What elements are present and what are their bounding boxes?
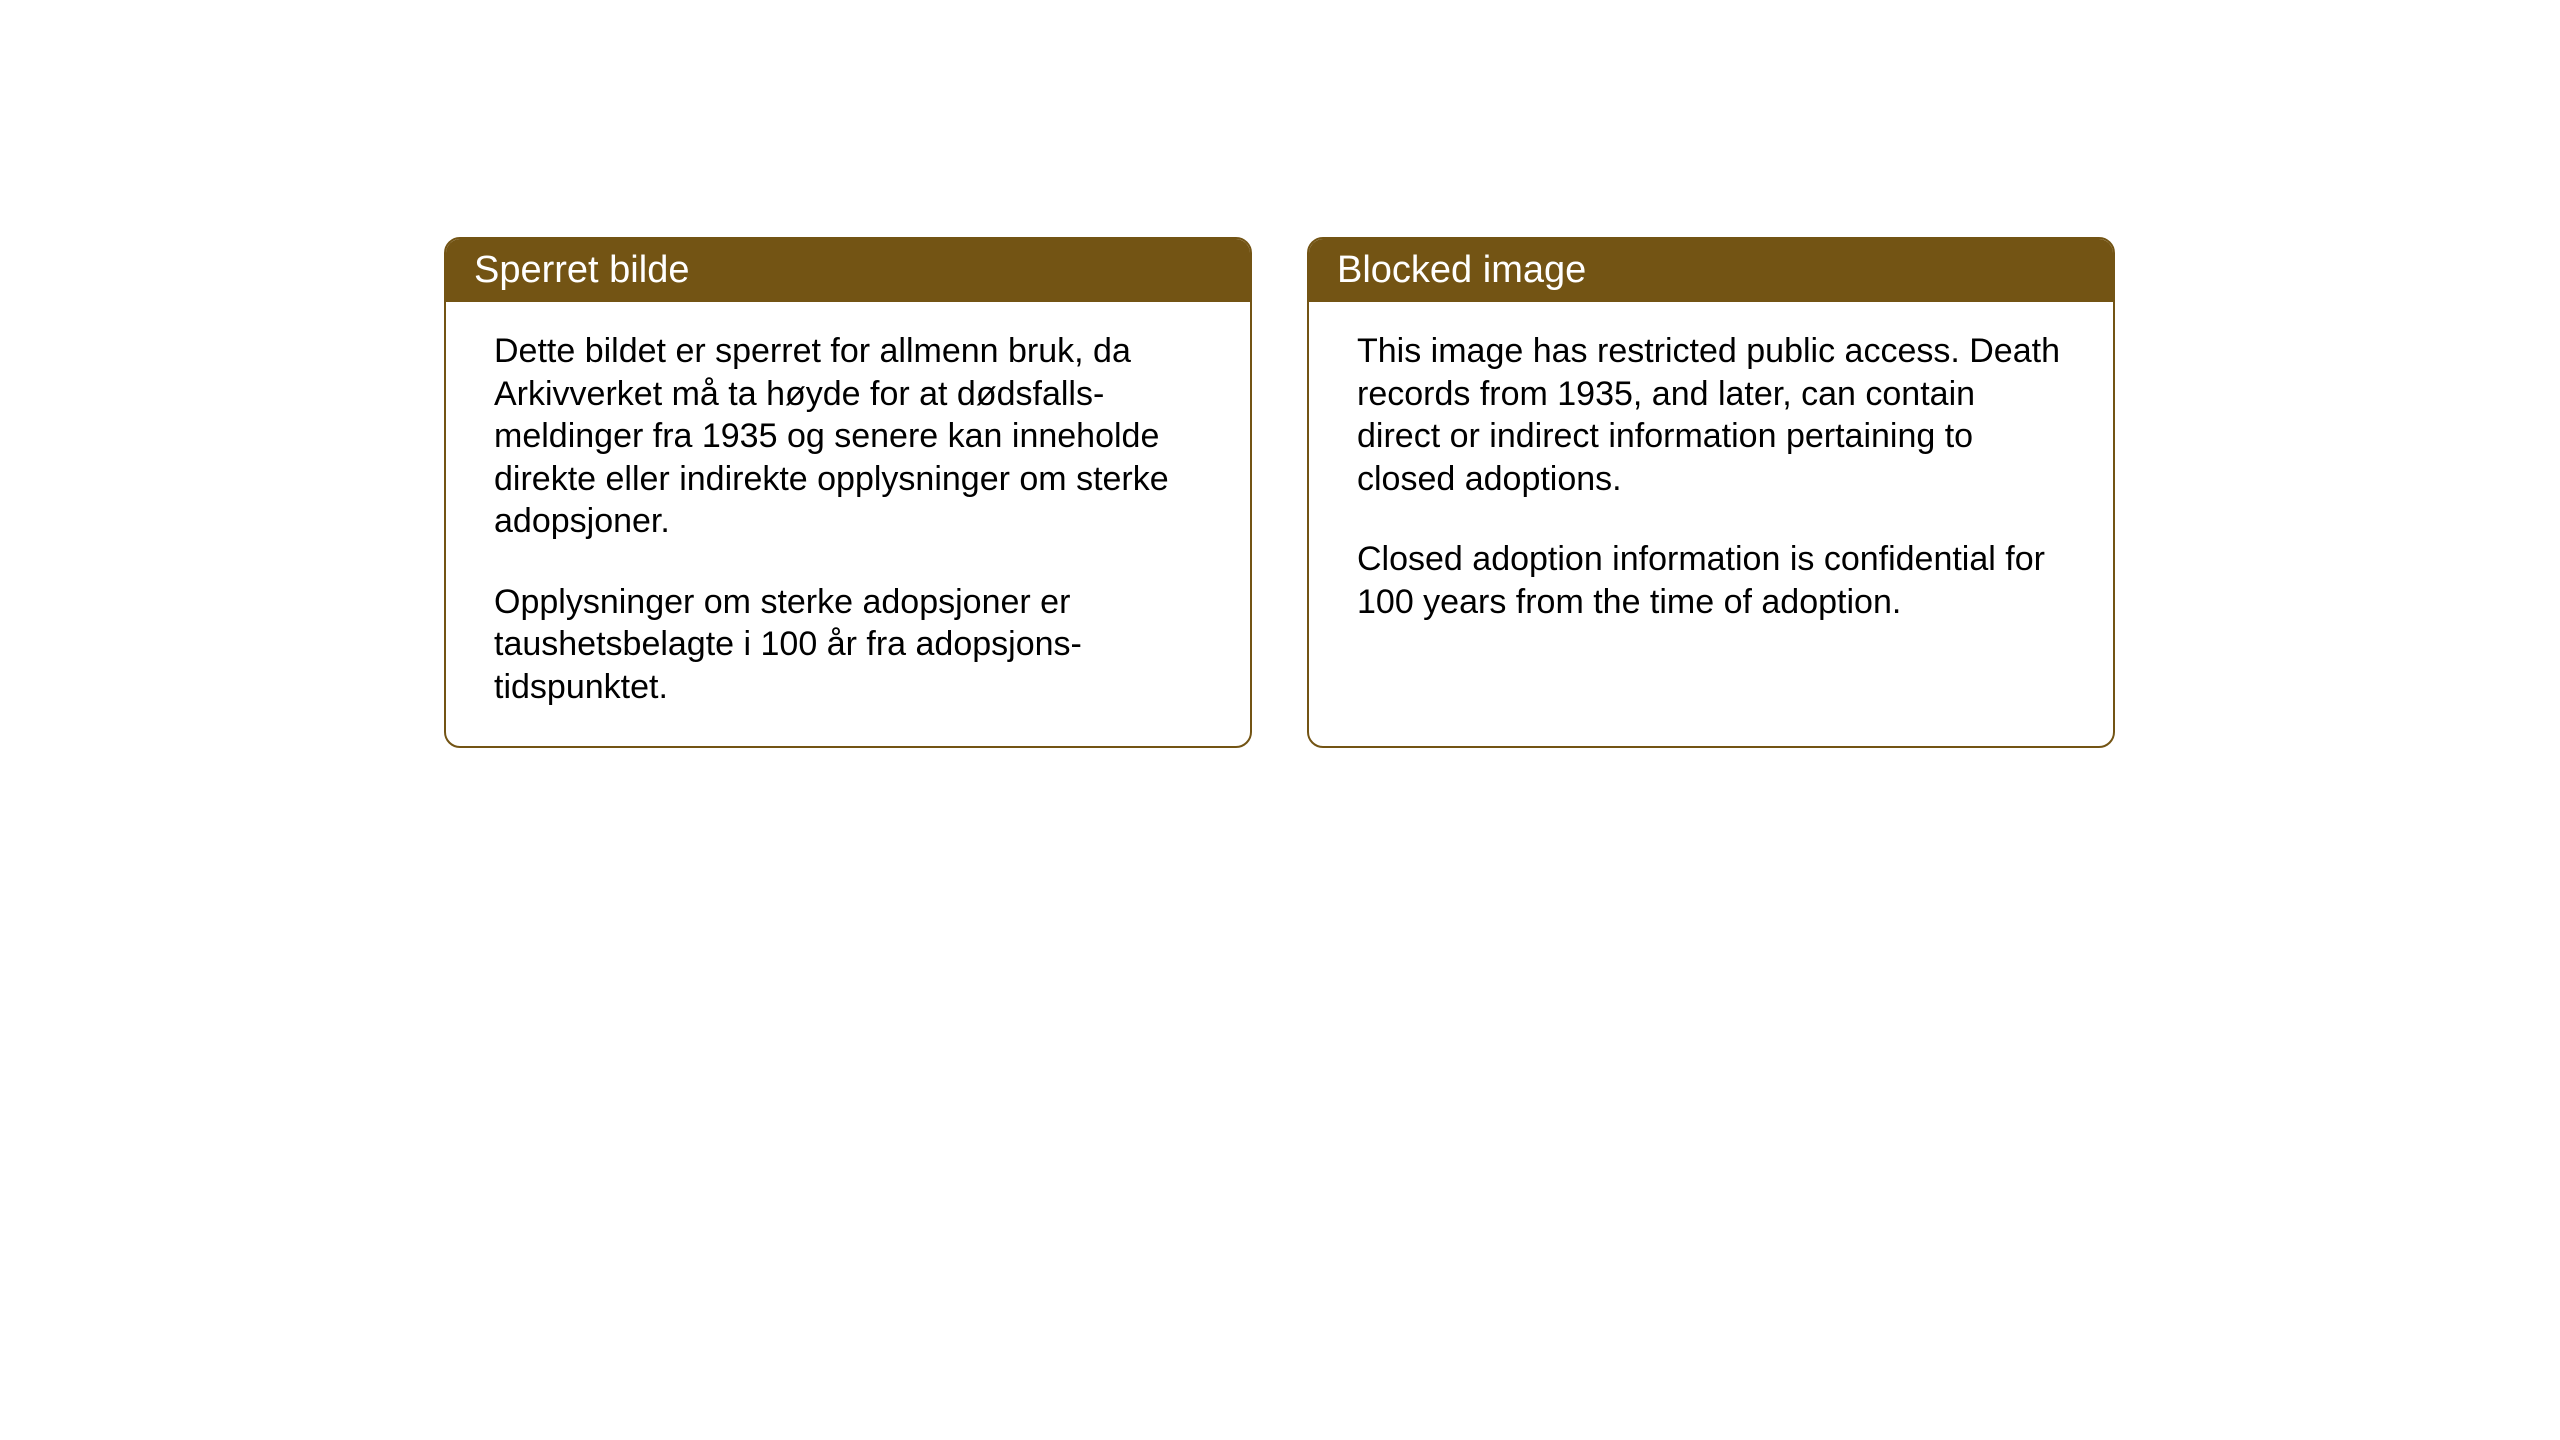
notice-cards-container: Sperret bilde Dette bildet er sperret fo… (444, 237, 2560, 748)
card-paragraph: Opplysninger om sterke adopsjoner er tau… (494, 581, 1202, 709)
card-paragraph: Dette bildet er sperret for allmenn bruk… (494, 330, 1202, 543)
notice-card-norwegian: Sperret bilde Dette bildet er sperret fo… (444, 237, 1252, 748)
notice-card-english: Blocked image This image has restricted … (1307, 237, 2115, 748)
card-body-english: This image has restricted public access.… (1309, 302, 2113, 661)
card-title: Sperret bilde (474, 249, 689, 291)
card-paragraph: Closed adoption information is confident… (1357, 538, 2065, 623)
card-title: Blocked image (1337, 249, 1586, 291)
card-header-norwegian: Sperret bilde (446, 239, 1250, 302)
card-paragraph: This image has restricted public access.… (1357, 330, 2065, 500)
card-header-english: Blocked image (1309, 239, 2113, 302)
card-body-norwegian: Dette bildet er sperret for allmenn bruk… (446, 302, 1250, 746)
